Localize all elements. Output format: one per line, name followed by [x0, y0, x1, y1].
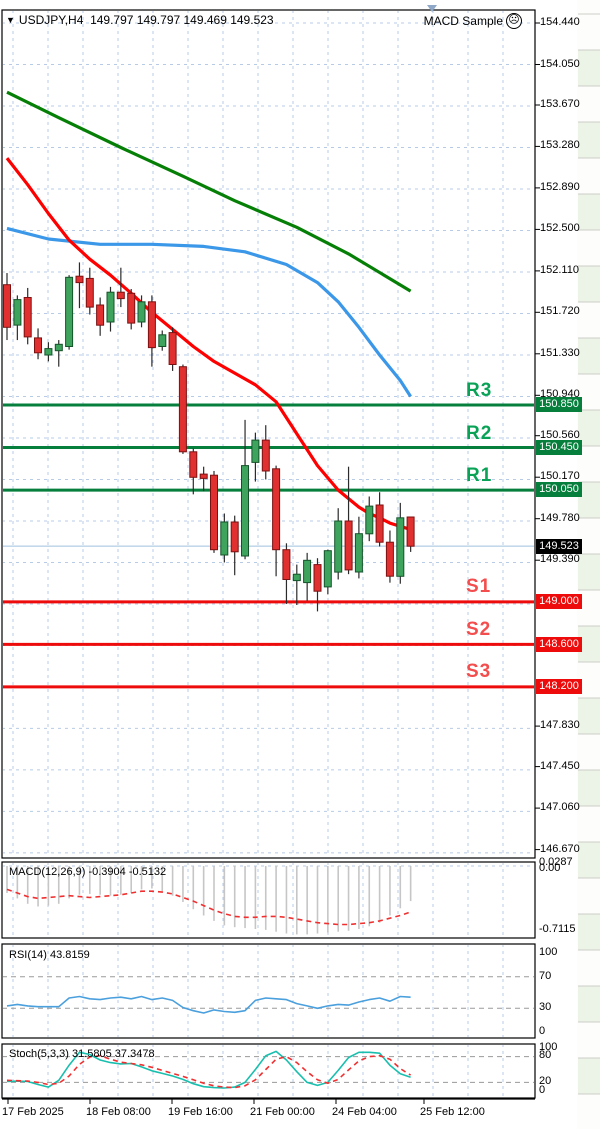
indicator-axis-label: 30	[539, 1001, 552, 1013]
stoch-panel-title: Stoch(5,3,3) 31.5805 37.3478	[9, 1048, 155, 1060]
price-axis-label: 147.060	[540, 801, 580, 813]
indicator-axis-label: 0	[539, 1084, 546, 1096]
indicator-axis-label: 0.0287	[539, 856, 573, 868]
indicator-axis-label: 80	[539, 1049, 552, 1061]
price-axis-label: 153.280	[540, 139, 580, 151]
macd-panel-title: MACD(12,26,9) -0.3904 -0.5132	[9, 866, 167, 878]
support-label-s2: S2	[466, 619, 492, 640]
price-axis-label: 147.450	[540, 760, 580, 772]
resistance-label-r2: R2	[466, 423, 493, 444]
resistance-label-r1: R1	[466, 465, 493, 486]
indicator-axis-label: 100	[539, 946, 558, 958]
price-badge-s1: 149.000	[536, 594, 582, 609]
price-axis-label: 147.830	[540, 719, 580, 731]
price-axis-label: 152.110	[540, 264, 579, 276]
indicator-axis-label: -0.7115	[539, 923, 576, 935]
rsi-panel-title: RSI(14) 43.8159	[9, 949, 90, 961]
support-label-s3: S3	[466, 661, 492, 682]
price-badge-s3: 148.200	[536, 679, 582, 694]
symbol-timeframe-label: USDJPY,H4	[18, 13, 84, 27]
indicator-axis-label: 20	[539, 1075, 552, 1087]
price-badge-r1: 150.050	[536, 482, 582, 497]
price-plot	[3, 90, 534, 689]
price-axis-label: 152.890	[540, 181, 580, 193]
price-badge-current: 149.523	[536, 539, 582, 554]
time-axis-label: 18 Feb 08:00	[86, 1106, 151, 1118]
price-axis-label: 151.720	[540, 305, 580, 317]
ea-name-label: MACD Sample	[423, 14, 503, 28]
price-axis-label: 146.670	[540, 843, 580, 855]
price-axis-label: 151.330	[540, 347, 580, 359]
indicator-axis-label: 0	[539, 1025, 546, 1037]
chart-header: ▼ USDJPY,H4 149.797 149.797 149.469 149.5…	[6, 13, 274, 27]
time-axis-label: 25 Feb 12:00	[420, 1106, 485, 1118]
support-label-s1: S1	[466, 576, 492, 597]
price-axis-label: 153.670	[540, 98, 580, 110]
indicator-axis-label: 0.00	[539, 862, 561, 874]
price-badge-r2: 150.450	[536, 440, 582, 455]
symbol-dropdown-icon[interactable]: ▼	[6, 15, 15, 25]
expert-advisor-button[interactable]: MACD Sample ☹	[424, 13, 522, 29]
price-axis-label: 149.780	[540, 512, 580, 524]
time-axis-label: 17 Feb 2025	[2, 1106, 64, 1118]
indicator-axis-label: 70	[539, 970, 552, 982]
price-badge-s2: 148.600	[536, 637, 582, 652]
price-badge-r3: 150.850	[536, 397, 582, 412]
ea-sad-face-icon: ☹	[506, 13, 522, 29]
price-axis-label: 154.440	[540, 16, 580, 28]
time-axis-label: 21 Feb 00:00	[250, 1106, 315, 1118]
time-axis-label: 19 Feb 16:00	[168, 1106, 233, 1118]
price-axis-label: 150.560	[540, 429, 580, 441]
resistance-label-r3: R3	[466, 380, 493, 401]
price-axis-label: 149.390	[540, 553, 580, 565]
price-axis-label: 152.500	[540, 222, 580, 234]
time-axis-label: 24 Feb 04:00	[332, 1106, 397, 1118]
price-axis-label: 150.170	[540, 470, 580, 482]
indicator-axis-label: 100	[539, 1041, 558, 1053]
ohlc-readout: 149.797 149.797 149.469 149.523	[90, 13, 274, 27]
price-axis-label: 154.050	[540, 58, 580, 70]
